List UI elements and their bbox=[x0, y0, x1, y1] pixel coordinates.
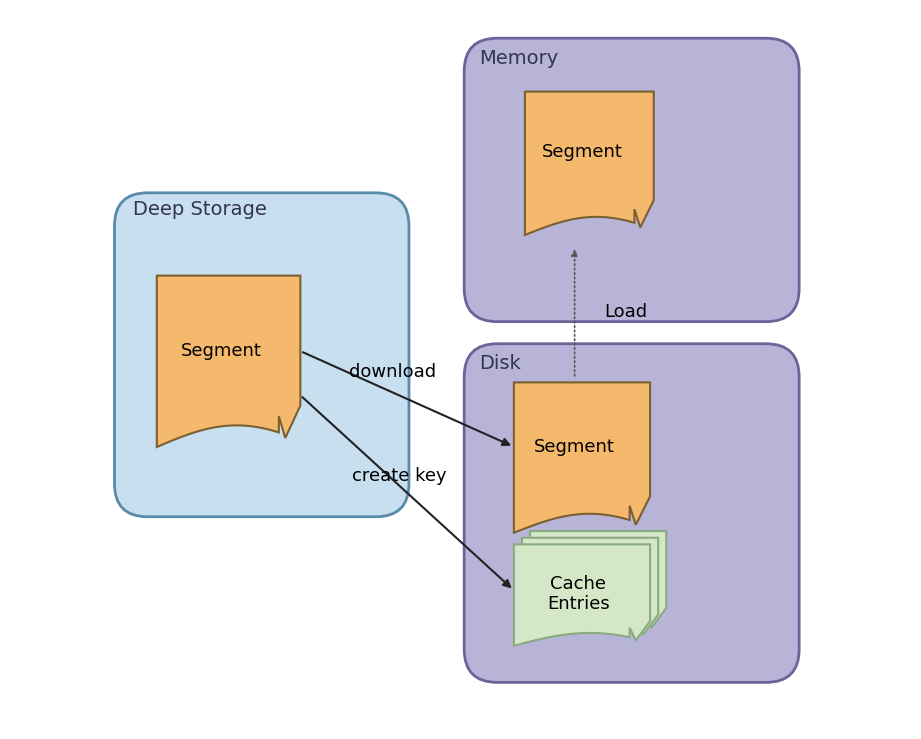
Text: Segment: Segment bbox=[534, 437, 615, 456]
Text: Load: Load bbox=[604, 304, 647, 321]
Text: create key: create key bbox=[353, 468, 447, 486]
Text: Segment: Segment bbox=[181, 342, 262, 360]
Polygon shape bbox=[522, 538, 659, 639]
Polygon shape bbox=[157, 276, 300, 447]
Polygon shape bbox=[514, 382, 650, 533]
Polygon shape bbox=[530, 531, 666, 633]
Text: Deep Storage: Deep Storage bbox=[133, 200, 267, 219]
Text: Cache
Entries: Cache Entries bbox=[547, 575, 610, 613]
Polygon shape bbox=[525, 92, 654, 235]
FancyBboxPatch shape bbox=[464, 344, 799, 682]
Text: Memory: Memory bbox=[479, 49, 558, 68]
Polygon shape bbox=[514, 545, 650, 646]
FancyBboxPatch shape bbox=[464, 38, 799, 321]
Text: download: download bbox=[349, 363, 436, 381]
Text: Segment: Segment bbox=[542, 143, 623, 161]
Text: Disk: Disk bbox=[479, 354, 520, 373]
FancyBboxPatch shape bbox=[114, 193, 409, 517]
